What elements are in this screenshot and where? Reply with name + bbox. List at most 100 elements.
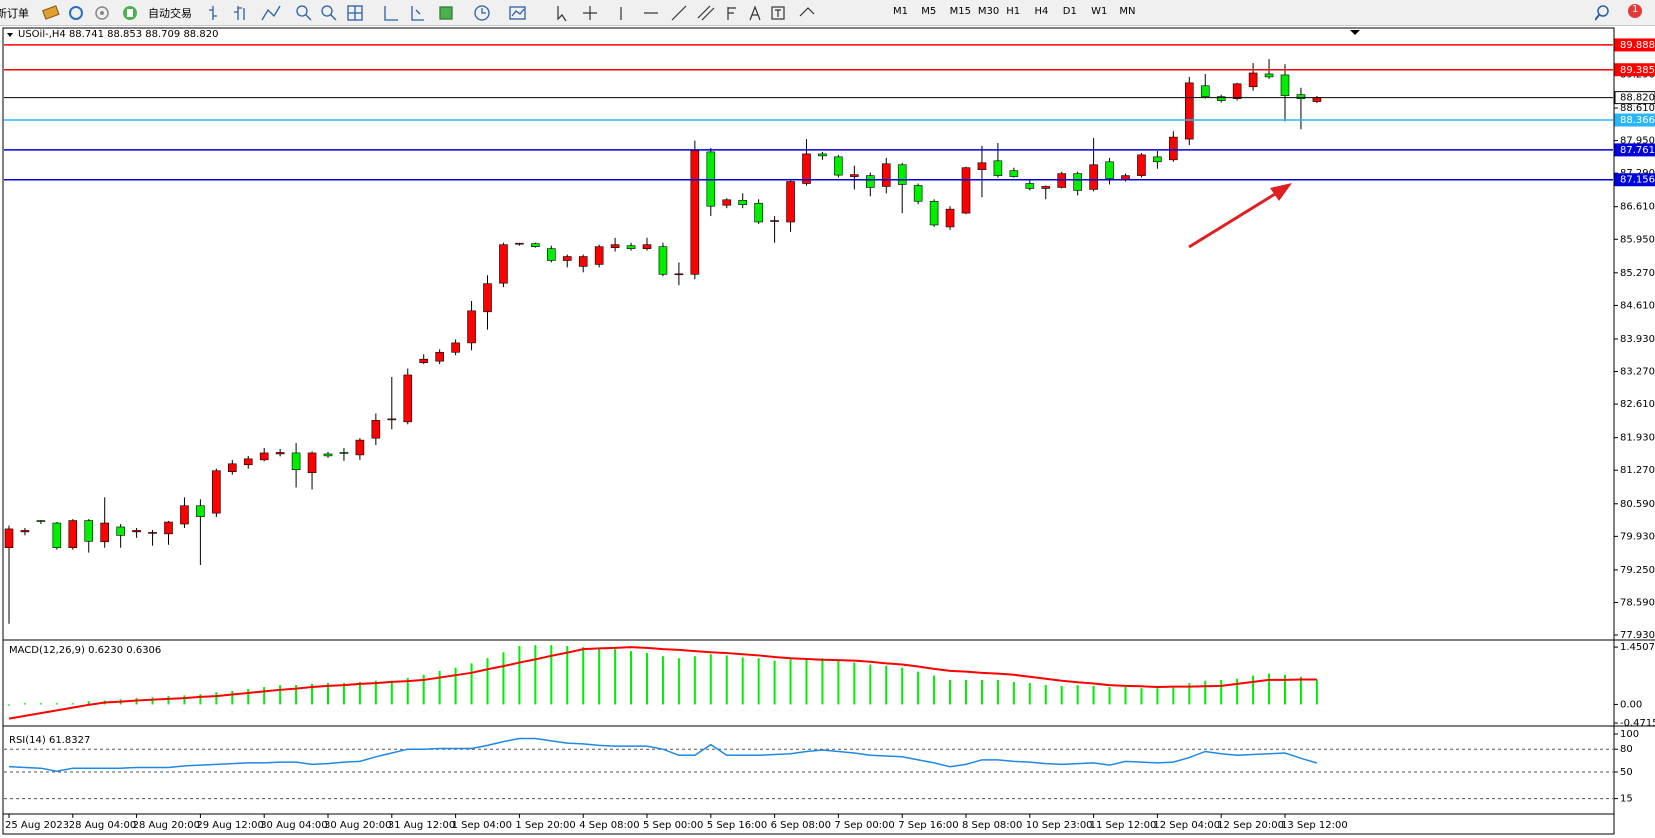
candle-body	[754, 202, 763, 223]
macd-bar	[454, 667, 457, 705]
candle-body	[68, 520, 78, 548]
rsi-title: RSI(14) 61.8327	[9, 735, 90, 746]
candle-body	[770, 220, 779, 222]
candle-body	[1153, 156, 1162, 163]
macd-bar	[773, 660, 776, 705]
candle-body	[1185, 82, 1194, 140]
toolbar: 新订单 自动交易 1 M1 M5 M15 M30 H1 H4 D1 W1 M	[0, 0, 1655, 26]
candle-body	[531, 243, 540, 247]
y-tick-label: 87.950	[1620, 136, 1655, 147]
macd-bar	[853, 662, 856, 705]
notification-count[interactable]: 1	[1632, 4, 1639, 15]
price-level-tag	[1614, 91, 1655, 105]
candle-body	[148, 532, 157, 534]
macd-bar	[231, 690, 234, 705]
price-level-tag	[1614, 173, 1655, 187]
candle-body	[243, 458, 253, 466]
candle-body	[850, 174, 859, 177]
macd-bar	[965, 679, 967, 705]
candle-body	[1025, 183, 1035, 189]
macd-bar	[1108, 687, 1111, 705]
y-tick-label: -0.4715	[1620, 718, 1655, 729]
annotation-arrow	[1188, 183, 1292, 249]
timeframe-button[interactable]: M5	[921, 6, 937, 17]
toolbar-right-icons	[1595, 4, 1642, 21]
macd-bar	[486, 658, 489, 705]
y-tick-label: 81.270	[1620, 465, 1655, 476]
y-tick-label: 86.610	[1620, 202, 1655, 213]
candle-body	[132, 530, 141, 533]
macd-bar	[215, 692, 218, 705]
timeframe-button[interactable]: W1	[1091, 6, 1108, 17]
y-tick-label: 83.270	[1620, 367, 1655, 378]
candle-body	[786, 181, 795, 223]
macd-title: MACD(12,26,9) 0.6230 0.6306	[9, 645, 161, 656]
macd-bar	[1044, 685, 1047, 705]
timeframe-button[interactable]: D1	[1062, 6, 1077, 17]
candle-body	[36, 520, 46, 522]
candle-body	[339, 452, 349, 454]
y-tick-label: 82.610	[1620, 399, 1655, 410]
toolbar-icons	[42, 5, 137, 20]
candle-body	[1200, 85, 1210, 97]
candle-body	[578, 256, 588, 267]
price-level-tag	[1614, 38, 1655, 52]
macd-bar	[1188, 683, 1191, 705]
macd-bar	[470, 663, 473, 705]
candle-body	[4, 528, 14, 548]
y-tick-label: 80.590	[1620, 499, 1655, 510]
macd-bar	[8, 704, 10, 706]
candle-body	[467, 310, 476, 344]
candle-body	[20, 530, 30, 533]
new-order-button[interactable]: 新订单	[0, 7, 29, 20]
timeframe-button[interactable]: H1	[1006, 6, 1021, 17]
macd-bar	[996, 679, 999, 705]
auto-trading-button[interactable]: 自动交易	[148, 7, 192, 20]
candle-body	[674, 273, 684, 276]
x-tick-label: 28 Aug 04:00	[69, 820, 136, 831]
y-tick-label: 84.610	[1620, 300, 1655, 311]
candle-body	[802, 153, 811, 184]
timeframe-button[interactable]: M15	[949, 6, 971, 17]
timeframe-button[interactable]: H4	[1034, 6, 1049, 17]
macd-bar	[151, 697, 154, 705]
candle-body	[275, 452, 285, 455]
timeframe-button[interactable]: M30	[977, 6, 1000, 17]
x-tick-label: 11 Sep 12:00	[1090, 820, 1157, 831]
macd-bar	[1172, 687, 1175, 705]
macd-bar	[709, 654, 712, 705]
macd-bar	[677, 658, 680, 705]
macd-bar	[1220, 679, 1223, 705]
y-tick-label: 83.930	[1620, 334, 1655, 345]
macd-bar	[247, 689, 250, 705]
x-tick-label: 12 Sep 04:00	[1153, 820, 1220, 831]
macd-bar	[837, 660, 840, 705]
candle-body	[1312, 97, 1322, 102]
x-tick-label: 31 Aug 12:00	[388, 820, 455, 831]
candle-body	[1280, 74, 1290, 96]
macd-bar	[917, 671, 920, 705]
candle-body	[52, 522, 62, 548]
y-tick-label: 81.930	[1620, 433, 1655, 444]
price-level-label: 87.761	[1620, 145, 1655, 156]
candle-body	[212, 470, 221, 514]
macd-bar	[358, 681, 361, 705]
candle-body	[961, 167, 971, 214]
candle-body	[371, 420, 381, 439]
notification-badge[interactable]	[1628, 4, 1642, 18]
x-tick-label: 5 Sep 16:00	[707, 820, 767, 831]
macd-bar	[693, 656, 696, 705]
macd-bar	[438, 670, 441, 705]
timeframe-button[interactable]: M1	[893, 6, 908, 17]
candle-body	[307, 452, 317, 473]
macd-bar	[630, 651, 633, 705]
y-tick-label: 1.4507	[1620, 642, 1655, 653]
macd-bar	[1092, 685, 1095, 705]
header-arrow	[7, 33, 13, 37]
macd-bar	[311, 683, 314, 705]
macd-bar	[1268, 673, 1271, 705]
macd-bar	[87, 701, 90, 705]
timeframe-button[interactable]: MN	[1119, 6, 1136, 17]
y-tick-label: 15	[1620, 794, 1633, 805]
